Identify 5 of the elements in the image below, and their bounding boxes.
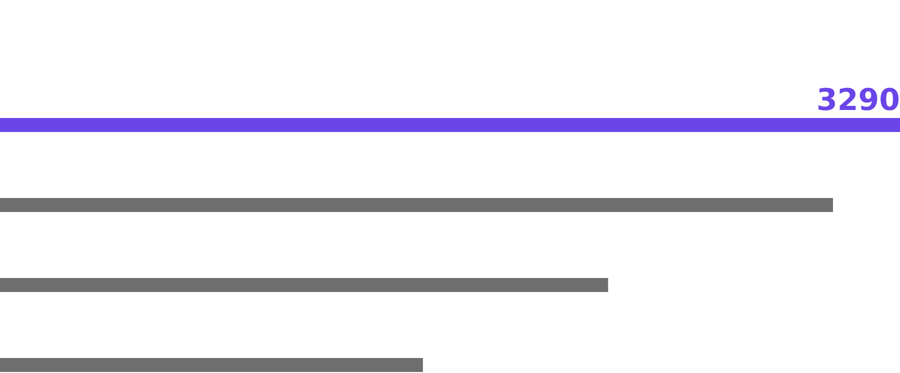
bar bbox=[0, 278, 608, 292]
bar bbox=[0, 358, 423, 372]
bar bbox=[0, 198, 833, 212]
bar bbox=[0, 118, 900, 132]
data-label: 3290 bbox=[816, 83, 900, 118]
